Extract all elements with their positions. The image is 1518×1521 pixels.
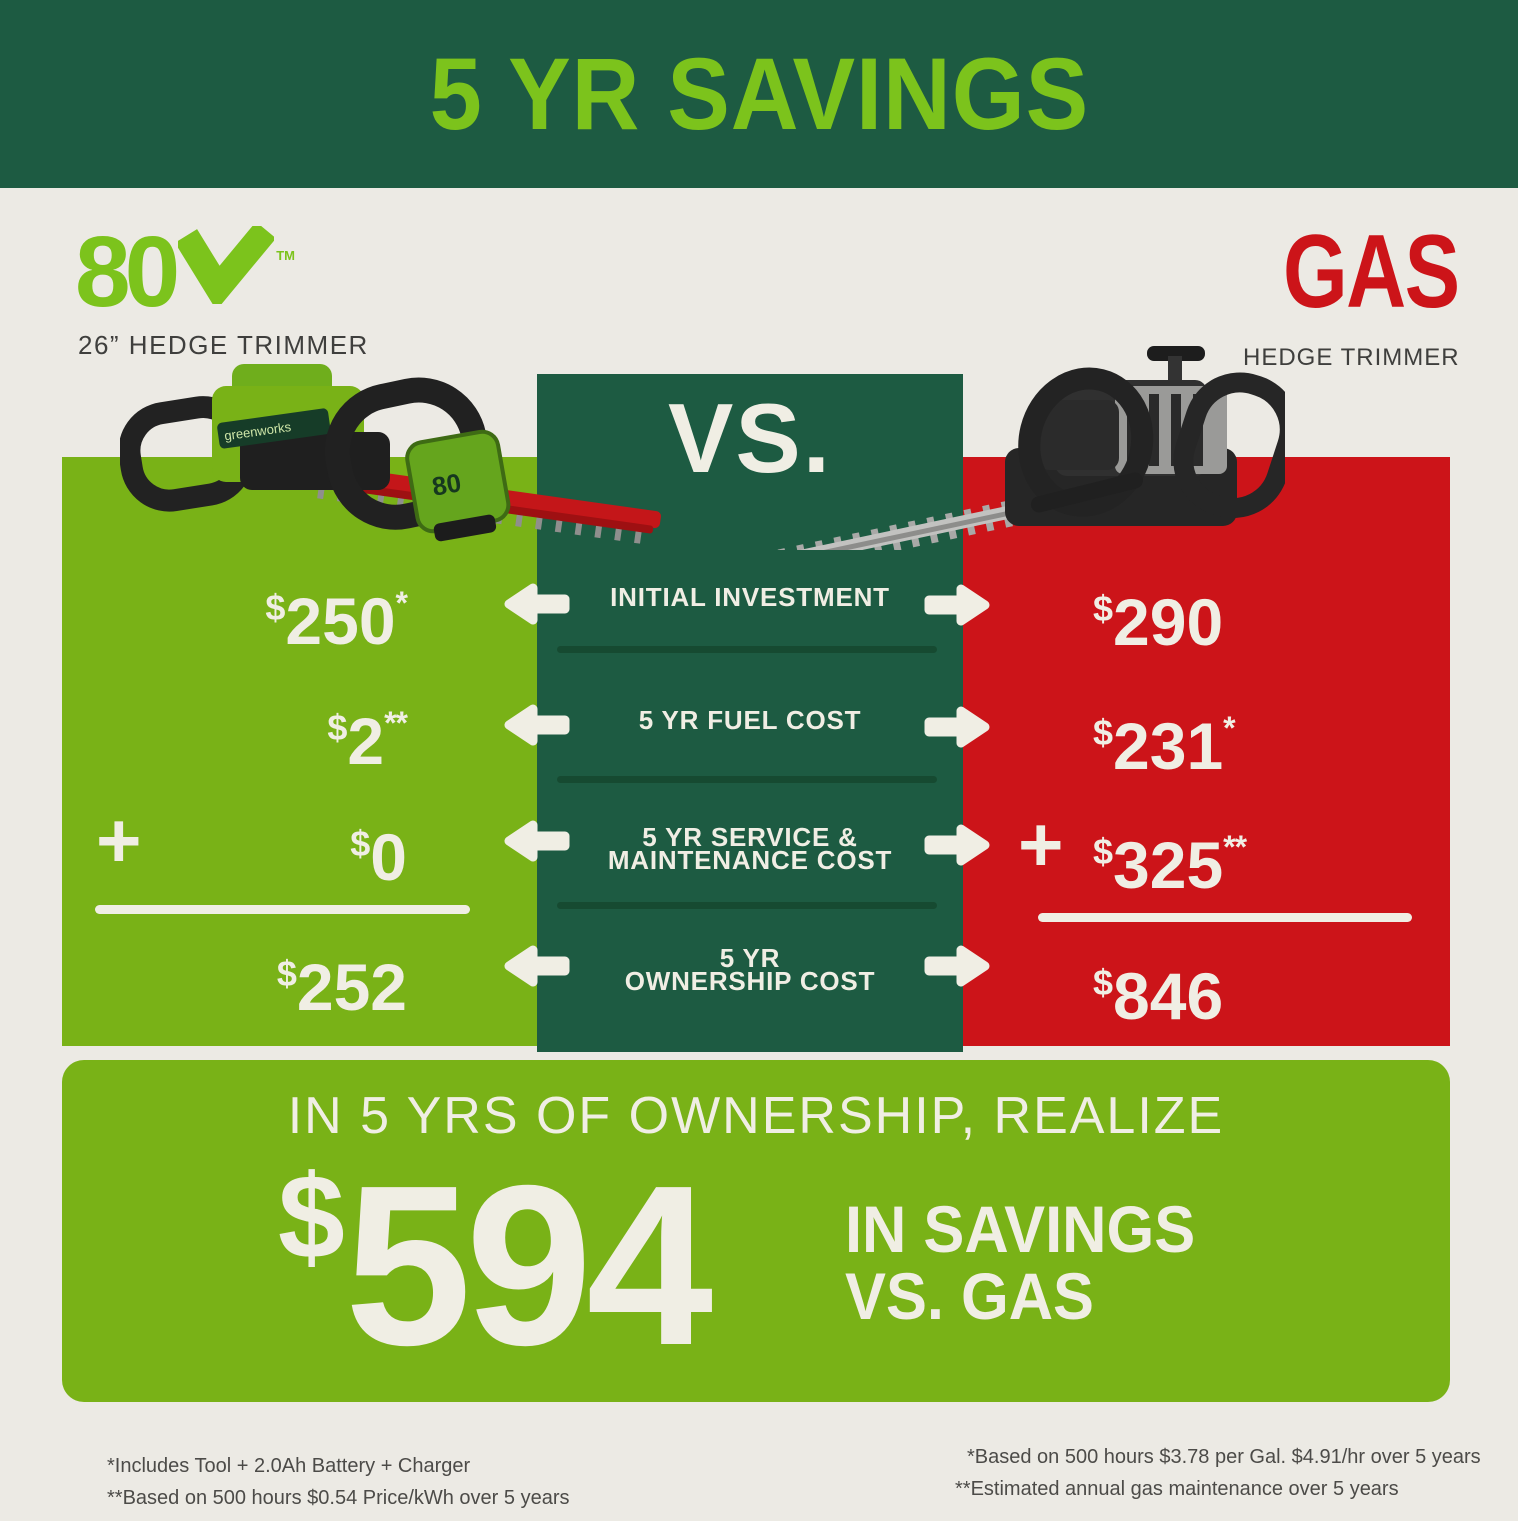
summary-heading: IN 5 YRS OF OWNERSHIP, REALIZE	[287, 1087, 1225, 1145]
arrow-right-icon	[923, 698, 993, 761]
gas-brand-logo: GAS	[1283, 214, 1460, 330]
panel-divider	[557, 776, 937, 783]
panel-divider	[557, 646, 937, 653]
summary-box	[62, 1060, 1450, 1402]
gas-value-fuel-cost: $231*	[1093, 709, 1236, 783]
arrow-left-icon	[501, 696, 571, 759]
summary-tagline: IN SAVINGS VS. GAS	[845, 1192, 1196, 1333]
gas-trimmer-image	[755, 330, 1300, 576]
gas-value-initial-investment: $290	[1093, 585, 1224, 659]
arrow-right-icon	[923, 937, 993, 1000]
battery-value-fuel-cost: $2**	[327, 704, 408, 778]
sum-line-battery	[95, 905, 470, 914]
battery-trimmer-image: greenworks 80	[118, 358, 680, 559]
battery-column	[62, 457, 537, 1046]
arrow-right-icon	[923, 816, 993, 879]
panel-divider	[557, 902, 937, 909]
plus-sign-gas: +	[1018, 800, 1064, 888]
plus-sign-battery: +	[96, 796, 142, 884]
sum-line-gas	[1038, 913, 1412, 922]
header-banner: 5 YR SAVINGS	[0, 0, 1518, 188]
summary-amount: $594	[278, 1148, 713, 1380]
arrow-right-icon	[923, 576, 993, 639]
vs-label: VS.	[668, 383, 832, 493]
battery-value-ownership-cost: $252	[276, 950, 407, 1024]
footnote-battery-1: *Includes Tool + 2.0Ah Battery + Charger	[107, 1455, 471, 1477]
row-label-ownership-cost: 5 YR OWNERSHIP COST	[624, 943, 876, 996]
brand-number: 80	[75, 216, 180, 328]
summary-amount-value: 594	[344, 1139, 713, 1393]
footnote-battery-2: **Based on 500 hours $0.54 Price/kWh ove…	[107, 1487, 570, 1509]
vs-panel	[537, 374, 963, 1052]
brand-v-check-icon	[175, 221, 277, 311]
battery-brand-logo: 80 TM	[75, 216, 296, 328]
gas-column	[963, 457, 1450, 1046]
summary-currency: $	[278, 1150, 345, 1284]
gas-value-ownership-cost: $846	[1093, 959, 1224, 1033]
arrow-left-icon	[501, 937, 571, 1000]
footnote-gas-1: *Based on 500 hours $3.78 per Gal. $4.91…	[967, 1446, 1481, 1468]
footnote-gas-2: **Estimated annual gas maintenance over …	[955, 1478, 1399, 1500]
row-label-service-cost: 5 YR SERVICE & MAINTENANCE COST	[607, 822, 893, 875]
page-title: 5 YR SAVINGS	[429, 36, 1089, 151]
gas-value-service-cost: $325**	[1093, 828, 1247, 902]
battery-value-service-cost: $0	[350, 820, 407, 894]
battery-product-subtitle: 26” HEDGE TRIMMER	[78, 330, 369, 360]
arrow-left-icon	[501, 812, 571, 875]
row-label-fuel-cost: 5 YR FUEL COST	[638, 705, 862, 735]
row-label-initial-investment: INITIAL INVESTMENT	[610, 582, 890, 612]
trademark-label: TM	[276, 248, 296, 263]
svg-text:80: 80	[430, 467, 464, 502]
battery-value-initial-investment: $250*	[265, 584, 408, 658]
arrow-left-icon	[501, 575, 571, 638]
gas-product-subtitle: HEDGE TRIMMER	[1243, 344, 1460, 371]
